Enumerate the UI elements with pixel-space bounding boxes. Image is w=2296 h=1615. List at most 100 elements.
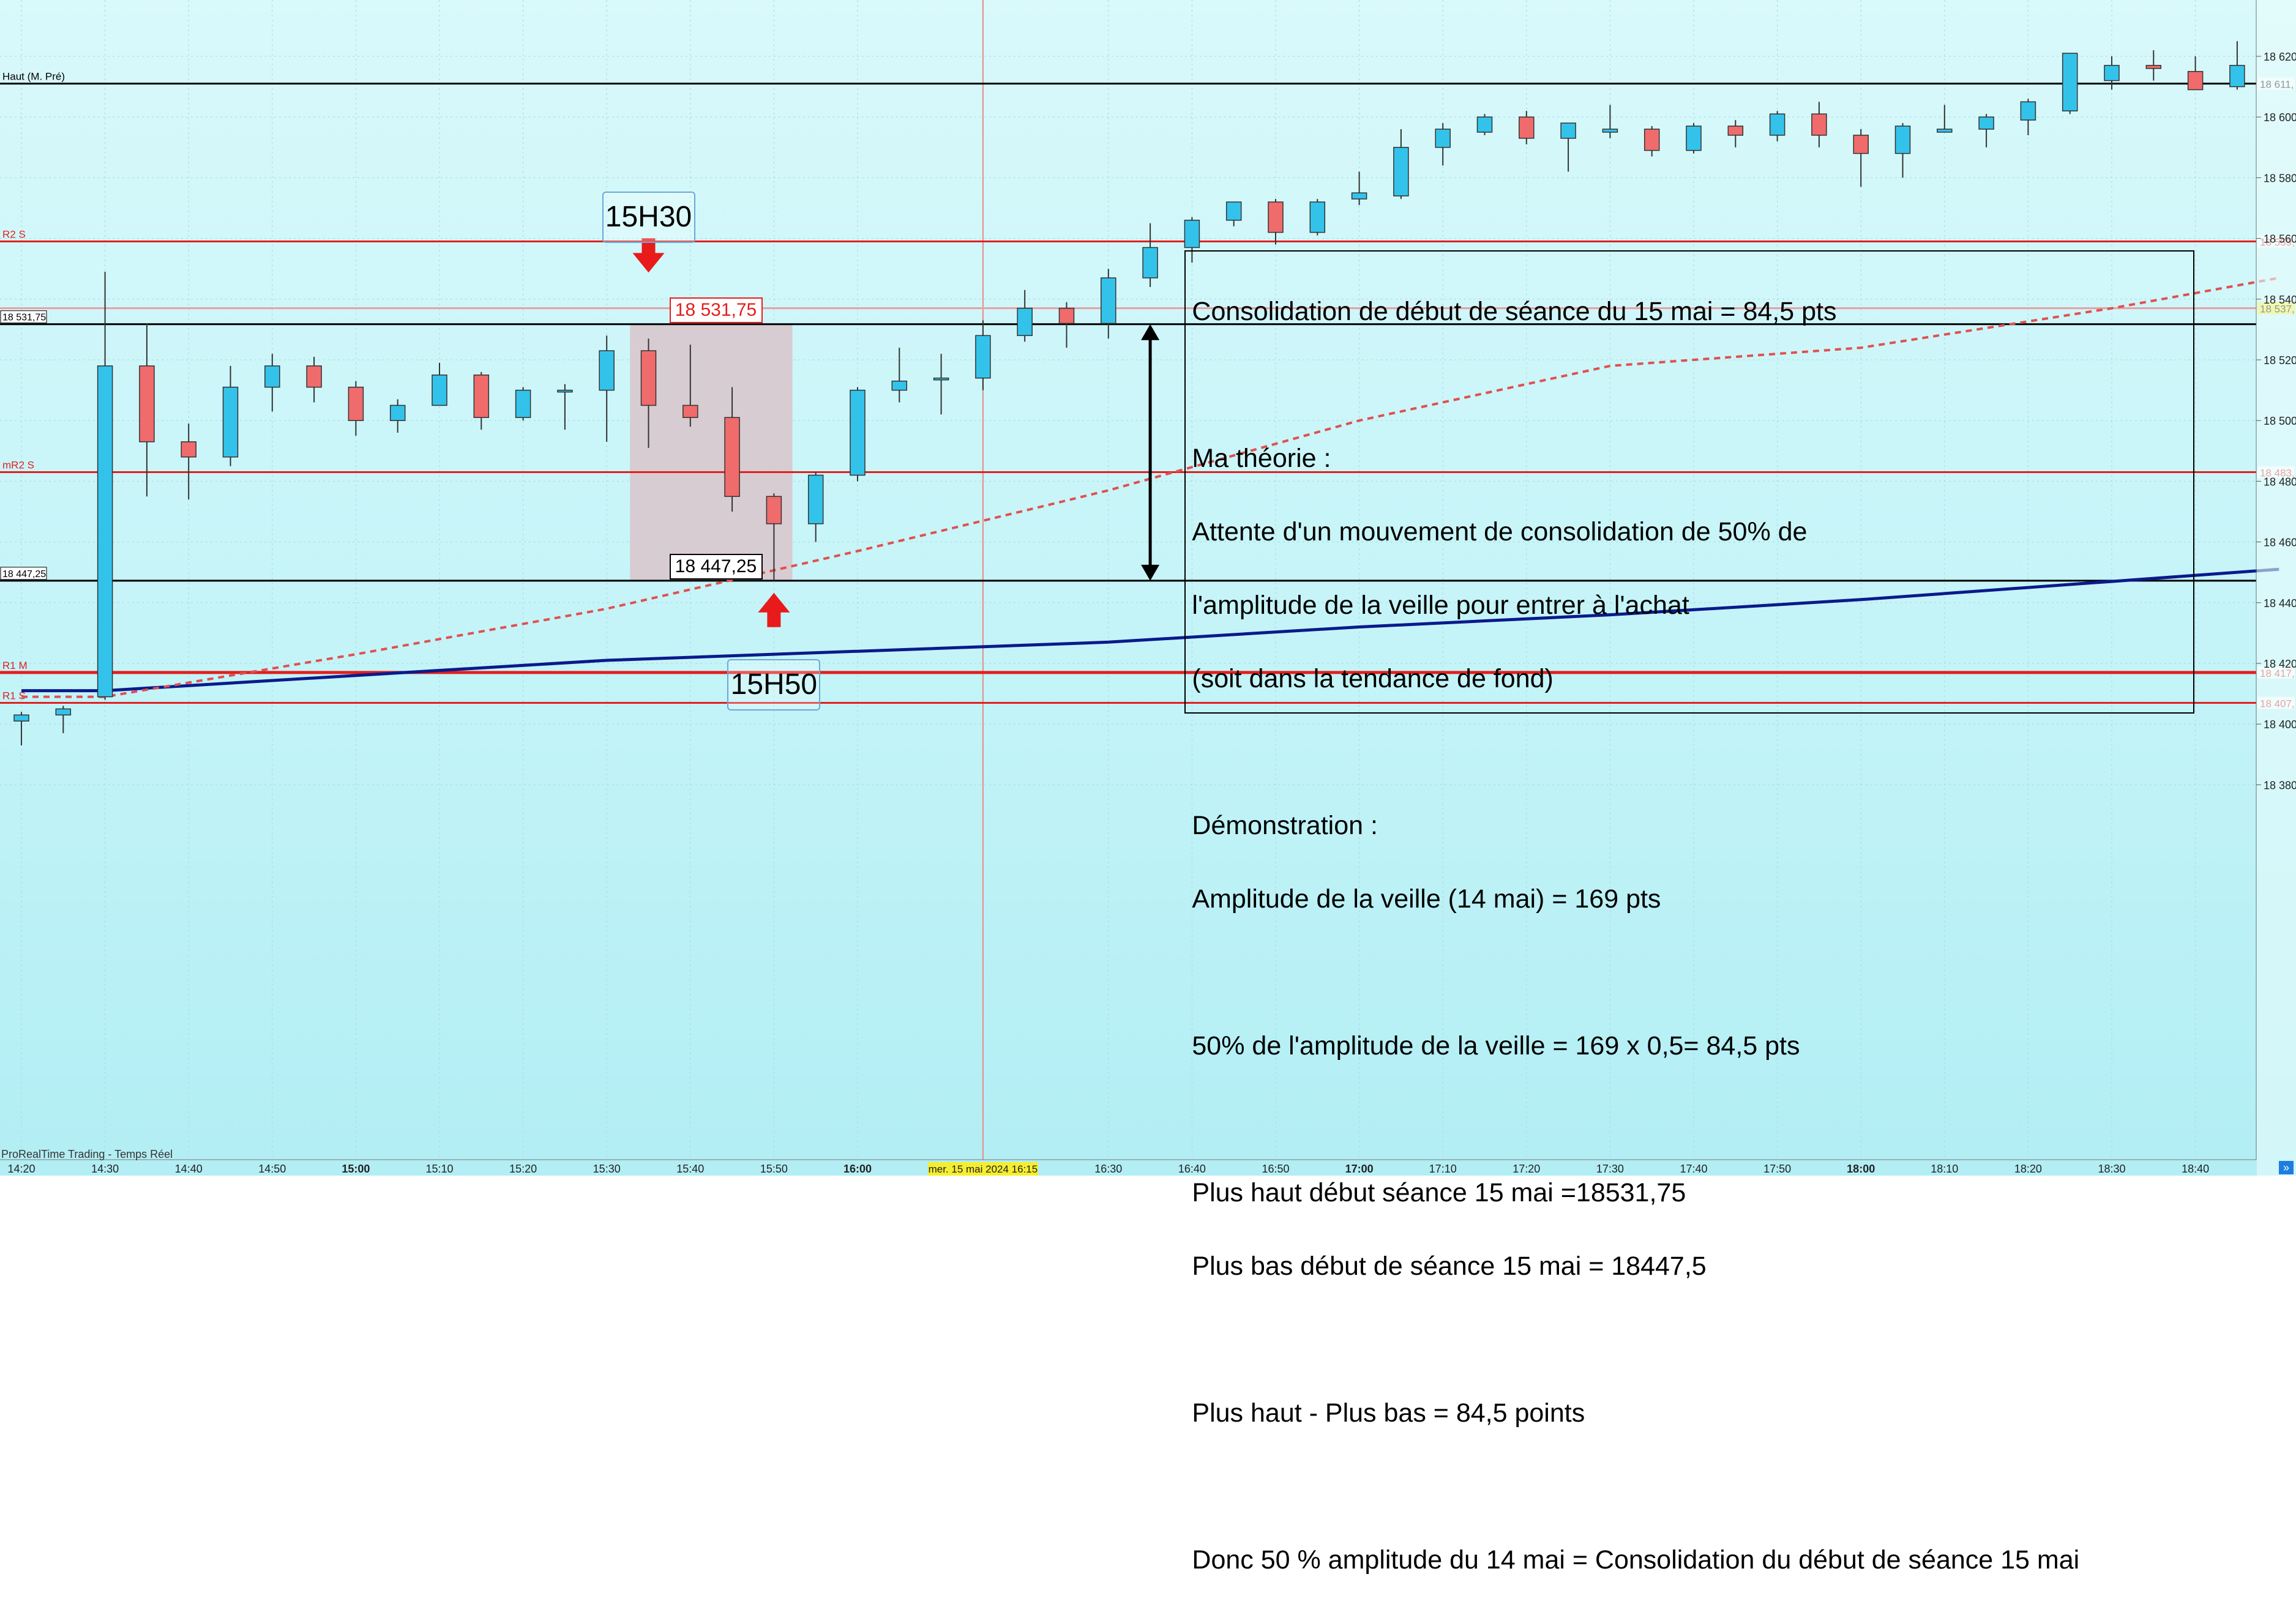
annotation-line: Démonstration : bbox=[1192, 811, 1378, 841]
candle-body bbox=[1268, 201, 1284, 233]
y-tick-label: 18 560 bbox=[2264, 233, 2296, 245]
candle-body bbox=[1853, 135, 1869, 154]
x-tick-label: 17:50 bbox=[1763, 1163, 1791, 1175]
candle-body bbox=[1309, 201, 1326, 233]
candle-body bbox=[13, 714, 29, 722]
x-tick-label: 18:20 bbox=[2014, 1163, 2042, 1175]
candle-body bbox=[807, 474, 824, 524]
candle-body bbox=[1937, 129, 1953, 133]
time-label-15h30: 15H30 bbox=[602, 191, 695, 243]
candle-body bbox=[1476, 116, 1493, 133]
dotted-average-line bbox=[21, 277, 2279, 698]
level-tag-box bbox=[0, 310, 47, 324]
level-name: R2 S bbox=[2, 229, 26, 241]
candle-body bbox=[640, 350, 657, 406]
averages bbox=[21, 277, 2279, 698]
footer-brand: ProRealTime Trading - Temps Réel bbox=[1, 1148, 173, 1160]
candle-body bbox=[975, 335, 991, 379]
axes: 18 620 18 600 18 580 18 560 18 540 18 520 18 5… bbox=[0, 0, 2296, 1176]
candle-body bbox=[1769, 113, 1786, 136]
annotation-line bbox=[1192, 1321, 2188, 1358]
candle-body bbox=[389, 405, 406, 421]
x-tick-label: 17:20 bbox=[1513, 1163, 1540, 1175]
y-tick-label: 18 380 bbox=[2264, 779, 2296, 791]
candle-body bbox=[2020, 101, 2036, 121]
candle-body bbox=[181, 441, 196, 458]
candle-body bbox=[1894, 125, 1911, 154]
candle-body bbox=[97, 365, 113, 698]
chart-root: Haut (M. Pré)18 611,R2 S18 559,18 537,18… bbox=[0, 0, 2296, 1575]
y-tick-label: 18 400 bbox=[2264, 718, 2296, 731]
annotation-line: Donc 50 % amplitude du 14 mai = Consolid… bbox=[1192, 1545, 2080, 1575]
annotation-line: Plus haut début séance 15 mai =18531,75 bbox=[1192, 1178, 1686, 1208]
x-tick-label: 17:40 bbox=[1680, 1163, 1707, 1175]
cursor-time-label: mer. 15 mai 2024 16:15 bbox=[929, 1163, 1038, 1175]
annotation-line: Plus bas début de séance 15 mai = 18447,… bbox=[1192, 1251, 1707, 1281]
x-tick-label: 15:40 bbox=[676, 1163, 704, 1175]
y-axis-bg bbox=[2257, 0, 2296, 1176]
grid bbox=[0, 0, 2256, 1160]
arrow-up-icon bbox=[758, 592, 790, 627]
measure-arrow-head-up bbox=[1141, 324, 1160, 340]
measure-arrow-head-down bbox=[1141, 564, 1160, 581]
annotation-line bbox=[1192, 734, 2188, 770]
candle-body bbox=[348, 386, 364, 421]
level-name: R1 S bbox=[2, 690, 26, 701]
time-label-15h50: 15H50 bbox=[727, 658, 821, 711]
candle-body bbox=[306, 365, 322, 388]
y-tick-label: 18 460 bbox=[2264, 537, 2296, 549]
annotation-line: Attente d'un mouvement de consolidation … bbox=[1192, 517, 1808, 547]
candle-body bbox=[1811, 113, 1827, 136]
y-tick-label: 18 420 bbox=[2264, 658, 2296, 670]
double-chevron-right-icon: » bbox=[2283, 1162, 2289, 1174]
level-name: R1 M bbox=[2, 660, 28, 671]
candle-body bbox=[2187, 71, 2204, 91]
candle-body bbox=[1727, 125, 1744, 136]
candle-body bbox=[557, 389, 573, 393]
x-tick-label: 17:00 bbox=[1345, 1163, 1374, 1175]
y-tick-label: 18 540 bbox=[2264, 294, 2296, 306]
annotation-line: 50% de l'amplitude de la veille = 169 x … bbox=[1192, 1031, 1800, 1061]
zone-high-label: 18 531,75 bbox=[669, 297, 763, 323]
candle-body bbox=[599, 350, 615, 391]
candle-body bbox=[432, 375, 447, 406]
x-tick-label: 14:20 bbox=[7, 1163, 35, 1175]
x-tick-label: 18:10 bbox=[1931, 1163, 1958, 1175]
annotation-line: l'amplitude de la veille pour entrer à l… bbox=[1192, 591, 1689, 621]
annotation-line bbox=[1192, 367, 2188, 403]
candle-body bbox=[2229, 65, 2245, 88]
candle-body bbox=[1643, 129, 1660, 151]
candle-body bbox=[682, 405, 698, 418]
annotation-line: Plus haut - Plus bas = 84,5 points bbox=[1192, 1398, 1585, 1428]
annotation-line bbox=[1192, 1101, 2188, 1138]
x-tick-label: 14:30 bbox=[91, 1163, 119, 1175]
candle-body bbox=[1602, 129, 1618, 133]
markers bbox=[632, 238, 1160, 627]
y-tick-label: 18 500 bbox=[2264, 415, 2296, 427]
candle-body bbox=[1142, 247, 1158, 278]
candle-body bbox=[1351, 192, 1367, 200]
y-tick-label: 18 520 bbox=[2264, 354, 2296, 367]
annotation-text: Consolidation de début de séance du 15 m… bbox=[1192, 256, 2188, 1615]
candle-body bbox=[1184, 220, 1200, 248]
cursor-time-bg bbox=[927, 1162, 1038, 1176]
candle-body bbox=[1519, 116, 1535, 139]
price-chart[interactable]: Haut (M. Pré)18 611,R2 S18 559,18 537,18… bbox=[0, 0, 2296, 1176]
candle-body bbox=[473, 375, 490, 418]
candles bbox=[13, 41, 2245, 745]
x-tick-label: 18:40 bbox=[2182, 1163, 2209, 1175]
candle-body bbox=[1393, 147, 1409, 196]
candle-body bbox=[1978, 116, 1994, 130]
zone-low-label: 18 447,25 bbox=[669, 553, 763, 580]
x-tick-label: 15:50 bbox=[760, 1163, 788, 1175]
x-tick-label: 18:30 bbox=[2098, 1163, 2125, 1175]
candle-body bbox=[2104, 65, 2120, 81]
candle-body bbox=[724, 417, 740, 497]
x-tick-label: 15:20 bbox=[509, 1163, 537, 1175]
annotation-line bbox=[1192, 954, 2188, 991]
candle-body bbox=[850, 389, 866, 476]
consolidation-zone bbox=[630, 324, 793, 581]
x-tick-label: 15:10 bbox=[425, 1163, 453, 1175]
x-tick-label: 17:30 bbox=[1596, 1163, 1624, 1175]
x-tick-label: 15:30 bbox=[593, 1163, 621, 1175]
